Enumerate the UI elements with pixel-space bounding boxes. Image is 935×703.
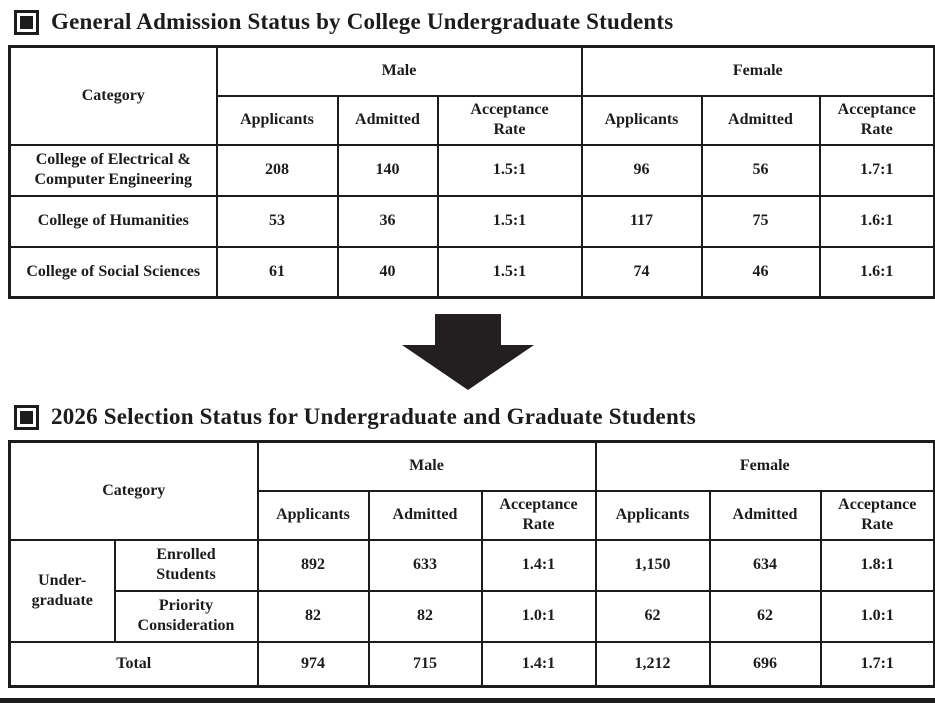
cell: 1,212 xyxy=(594,640,711,688)
section2-title: 2026 Selection Status for Undergraduate … xyxy=(14,404,927,430)
cell: 1.7:1 xyxy=(819,640,935,688)
table2-header-female: Female xyxy=(594,440,935,492)
cell: 715 xyxy=(367,640,483,688)
table1-header-female-acceptance-rate: Acceptance Rate xyxy=(818,94,935,146)
cell: 40 xyxy=(336,245,439,299)
row-label: College of Social Sciences xyxy=(8,245,218,299)
table1-header-male-acceptance-rate: Acceptance Rate xyxy=(436,94,583,146)
cell: 1.4:1 xyxy=(480,640,597,688)
table1-header-male: Male xyxy=(215,45,583,97)
cell: 140 xyxy=(336,143,439,197)
table2-header-female-applicants: Applicants xyxy=(594,489,711,541)
selection-status-table: Category Male Female Applicants Admitted… xyxy=(8,440,935,688)
cell: 74 xyxy=(580,245,703,299)
table2-header-male: Male xyxy=(256,440,597,492)
cell: 1,150 xyxy=(594,538,711,592)
admission-status-table: Category Male Female Applicants Admitted… xyxy=(8,45,935,299)
cell: 1.5:1 xyxy=(436,194,583,248)
square-bullet-icon xyxy=(14,9,39,35)
cell: 53 xyxy=(215,194,339,248)
table-row: College of Electrical & Computer Enginee… xyxy=(8,143,935,197)
cell: 82 xyxy=(256,589,370,643)
cell: 62 xyxy=(594,589,711,643)
table-row: Under-graduate Enrolled Students 892 633… xyxy=(8,538,935,643)
row-label: College of Electrical & Computer Enginee… xyxy=(8,143,218,197)
cell: 96 xyxy=(580,143,703,197)
total-row: Total 974 715 1.4:1 1,212 696 1.7:1 xyxy=(8,640,935,688)
page-bottom-rule xyxy=(0,698,935,703)
cell: 1.6:1 xyxy=(818,194,935,248)
cell: 1.0:1 xyxy=(819,589,935,643)
cell: 46 xyxy=(700,245,821,299)
table2-header-male-admitted: Admitted xyxy=(367,489,483,541)
row-label: Priority Consideration xyxy=(113,589,259,643)
cell: 75 xyxy=(700,194,821,248)
table2-header-female-acceptance-rate: Acceptance Rate xyxy=(819,489,935,541)
down-arrow-icon xyxy=(401,314,534,395)
cell: 696 xyxy=(708,640,822,688)
cell: 36 xyxy=(336,194,439,248)
cell: 634 xyxy=(708,538,822,592)
table-row: College of Social Sciences 61 40 1.5:1 7… xyxy=(8,245,935,299)
table2-header-male-acceptance-rate: Acceptance Rate xyxy=(480,489,597,541)
square-bullet-icon xyxy=(14,404,39,430)
table2-header-male-applicants: Applicants xyxy=(256,489,370,541)
table-row: College of Humanities 53 36 1.5:1 117 75… xyxy=(8,194,935,248)
table2-header-row-1: Category Male Female xyxy=(8,440,935,541)
cell: 208 xyxy=(215,143,339,197)
cell: 1.0:1 xyxy=(480,589,597,643)
table1-header-category: Category xyxy=(8,45,218,146)
section1-title: General Admission Status by College Unde… xyxy=(14,9,927,35)
cell: 1.8:1 xyxy=(819,538,935,592)
cell: 633 xyxy=(367,538,483,592)
table-row: Priority Consideration 82 82 1.0:1 62 62… xyxy=(10,589,935,643)
cell: 892 xyxy=(256,538,370,592)
table2-header-category: Category xyxy=(8,440,259,541)
cell: 1.5:1 xyxy=(436,143,583,197)
table1-header-female-applicants: Applicants xyxy=(580,94,703,146)
cell: 1.4:1 xyxy=(480,538,597,592)
table2-header-female-admitted: Admitted xyxy=(708,489,822,541)
cell: 1.5:1 xyxy=(436,245,583,299)
row-label: Enrolled Students xyxy=(113,538,259,592)
cell: 974 xyxy=(256,640,370,688)
table1-header-row-2: Applicants Admitted Acceptance Rate Appl… xyxy=(10,94,935,146)
table1-header-male-admitted: Admitted xyxy=(336,94,439,146)
cell: 61 xyxy=(215,245,339,299)
table1-header-female-admitted: Admitted xyxy=(700,94,821,146)
document-page: General Admission Status by College Unde… xyxy=(0,9,935,688)
cell: 62 xyxy=(708,589,822,643)
table1-header-row-1: Category Male Female xyxy=(8,45,935,146)
table1-header-male-applicants: Applicants xyxy=(215,94,339,146)
section1-title-text: General Admission Status by College Unde… xyxy=(51,9,674,34)
section2-title-text: 2026 Selection Status for Undergraduate … xyxy=(51,404,696,429)
square-bullet-inner xyxy=(20,15,33,29)
table2-header-row-2: Applicants Admitted Acceptance Rate Appl… xyxy=(10,489,935,541)
cell: 1.6:1 xyxy=(818,245,935,299)
cell: 1.7:1 xyxy=(818,143,935,197)
total-label: Total xyxy=(8,640,259,688)
cell: 117 xyxy=(580,194,703,248)
row-label: College of Humanities xyxy=(8,194,218,248)
group-label-undergraduate: Under-graduate xyxy=(8,538,116,643)
cell: 56 xyxy=(700,143,821,197)
table1-header-female: Female xyxy=(580,45,935,97)
cell: 82 xyxy=(367,589,483,643)
square-bullet-inner xyxy=(20,410,33,424)
